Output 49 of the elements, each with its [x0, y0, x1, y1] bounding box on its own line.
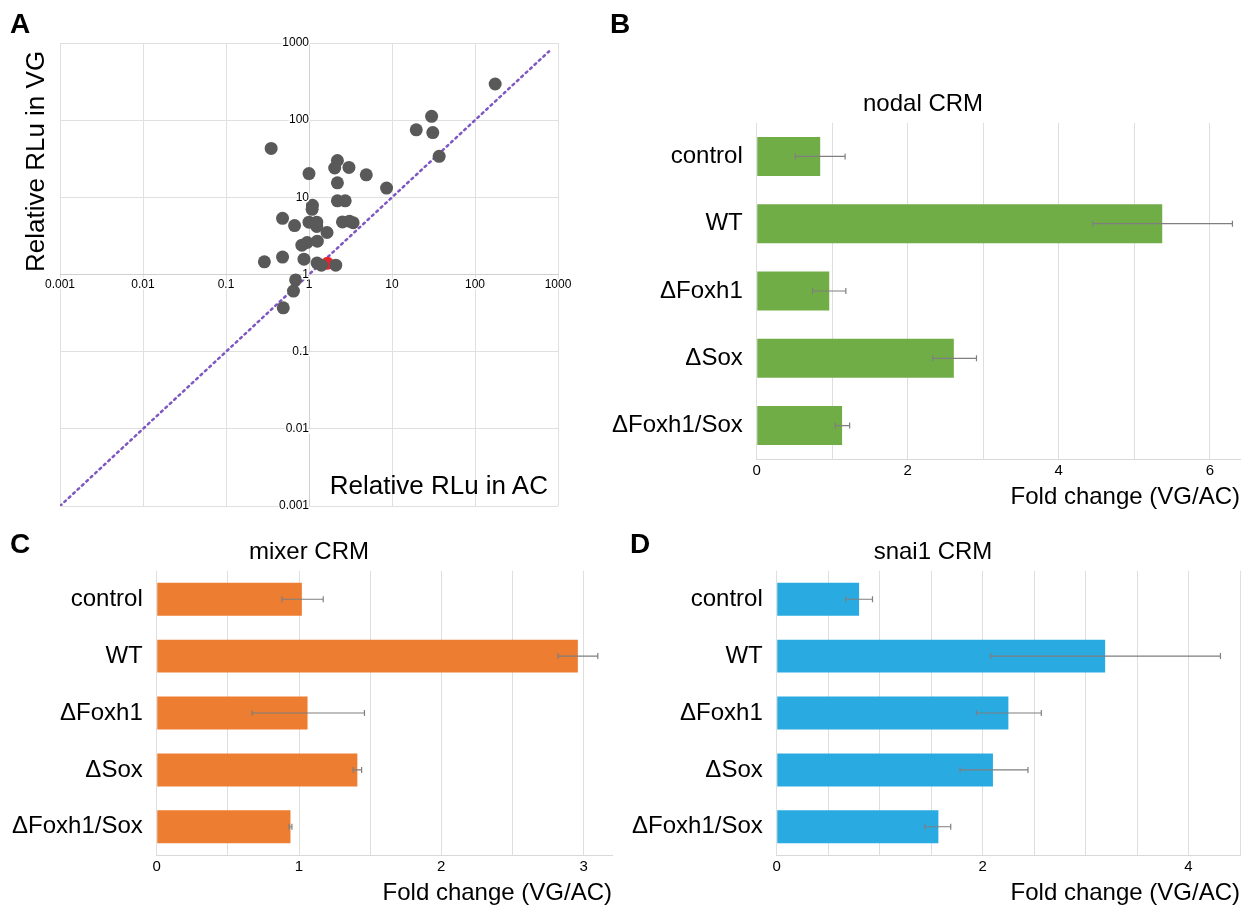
- y-tick-label: 10: [295, 189, 310, 204]
- y-tick-label: control: [690, 583, 763, 611]
- x-tick-label: 100: [464, 277, 486, 292]
- x-tick-label: 0.1: [217, 277, 235, 292]
- x-tick-label: 6: [1205, 461, 1214, 479]
- x-axis-title: Fold change (VG/AC): [382, 878, 612, 906]
- text: D: [630, 528, 651, 560]
- x-axis-title: Fold change (VG/AC): [1010, 878, 1240, 906]
- chart-title: snai1 CRM: [873, 537, 993, 565]
- y-tick-label: ΔFoxh1/Sox: [11, 811, 143, 839]
- y-tick-label: control: [70, 583, 143, 611]
- x-tick-label: 2: [437, 857, 446, 875]
- x-tick-label: 1000: [544, 277, 572, 292]
- y-tick-label: ΔFoxh1/Sox: [611, 410, 743, 438]
- y-tick-label: WT: [725, 640, 764, 668]
- x-tick-label: 0: [772, 857, 781, 875]
- y-tick-label: 0.01: [285, 421, 310, 436]
- x-tick-label: 4: [1184, 857, 1193, 875]
- y-axis-title: Relative RLu in VG: [20, 50, 51, 272]
- y-tick-label: 100: [288, 112, 310, 127]
- y-tick-label: 0.1: [292, 343, 310, 358]
- x-axis-title: Relative RLu in AC: [329, 470, 548, 501]
- y-tick-label: ΔFoxh1/Sox: [631, 811, 763, 839]
- y-tick-label: ΔSox: [85, 754, 143, 782]
- y-tick-label: ΔSox: [685, 342, 743, 370]
- x-tick-label: 4: [1054, 461, 1063, 479]
- y-tick-label: ΔFoxh1: [660, 275, 743, 303]
- x-tick-label: 0.001: [44, 277, 76, 292]
- y-tick-label: ΔSox: [705, 754, 763, 782]
- text: C: [10, 528, 31, 560]
- y-tick-label: ΔFoxh1: [680, 697, 763, 725]
- y-tick-label: 0.001: [278, 498, 310, 513]
- y-tick-label: WT: [705, 208, 744, 236]
- x-tick-label: 3: [579, 857, 588, 875]
- x-tick-label: 0: [152, 857, 161, 875]
- y-tick-label: control: [670, 141, 743, 169]
- text: B: [610, 8, 631, 40]
- x-axis-title: Fold change (VG/AC): [1010, 482, 1240, 510]
- x-tick-label: 10: [385, 277, 399, 292]
- x-tick-label: 2: [903, 461, 912, 479]
- y-tick-label: 1000: [282, 35, 310, 50]
- chart-title: nodal CRM: [862, 89, 984, 117]
- text: A: [10, 8, 31, 40]
- chart-title: mixer CRM: [249, 537, 369, 565]
- x-tick-label: 2: [978, 857, 987, 875]
- x-tick-label: 0.01: [131, 277, 155, 292]
- y-tick-label: WT: [105, 640, 144, 668]
- x-tick-label: 0: [752, 461, 761, 479]
- y-tick-label: ΔFoxh1: [60, 697, 143, 725]
